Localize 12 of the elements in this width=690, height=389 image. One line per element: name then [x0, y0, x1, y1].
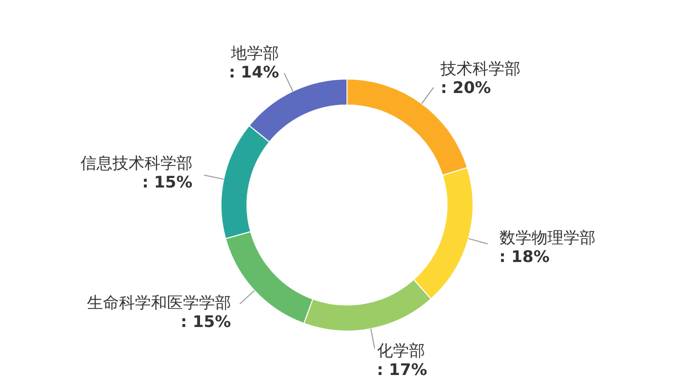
data-label: : 15% [142, 172, 192, 192]
data-label: : 14% [228, 62, 280, 82]
slice-label: 化学部 [376, 341, 425, 360]
data-label: : 17% [376, 360, 428, 380]
slice-label: 数学物理学部 [499, 228, 596, 248]
slice-label: 信息技术科学部 [80, 154, 192, 173]
slice-label: 技术科学部 [440, 58, 521, 78]
data-label: : 18% [499, 247, 550, 266]
data-label: : 15% [180, 312, 231, 332]
slice-label: 地学部 [230, 43, 280, 62]
data-label: : 20% [440, 78, 491, 97]
slice-label: 生命科学和医学学部 [86, 293, 231, 312]
